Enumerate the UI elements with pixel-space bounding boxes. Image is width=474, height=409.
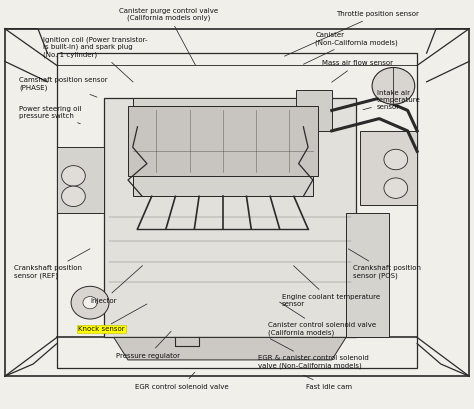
- Polygon shape: [296, 90, 332, 131]
- Text: Mass air flow sensor: Mass air flow sensor: [322, 61, 393, 82]
- Polygon shape: [128, 106, 318, 176]
- Text: Crankshaft position
sensor (POS): Crankshaft position sensor (POS): [348, 249, 421, 279]
- Polygon shape: [57, 147, 104, 213]
- Polygon shape: [104, 98, 356, 337]
- Text: Canister purge control valve
(California models only): Canister purge control valve (California…: [118, 7, 218, 65]
- Polygon shape: [346, 213, 389, 337]
- Polygon shape: [360, 131, 417, 204]
- Circle shape: [83, 297, 97, 309]
- Text: Knock sensor: Knock sensor: [78, 304, 147, 332]
- Text: Camshaft position sensor
(PHASE): Camshaft position sensor (PHASE): [19, 77, 108, 97]
- Text: EGR & canister control solenoid
valve (Non-California models): EGR & canister control solenoid valve (N…: [258, 339, 369, 369]
- Polygon shape: [5, 29, 469, 376]
- Text: Ignition coil (Power transistor-
is built-in) and spark plug
(No. 1 cylinder): Ignition coil (Power transistor- is buil…: [43, 36, 147, 82]
- Text: Injector: Injector: [90, 266, 143, 303]
- Circle shape: [372, 67, 415, 104]
- Text: Engine coolant temperature
sensor: Engine coolant temperature sensor: [282, 266, 380, 307]
- Circle shape: [62, 166, 85, 186]
- Text: Fast idle cam: Fast idle cam: [303, 375, 352, 389]
- Polygon shape: [114, 337, 346, 360]
- Text: Power steering oil
pressure switch: Power steering oil pressure switch: [19, 106, 82, 124]
- Polygon shape: [133, 98, 313, 196]
- Circle shape: [71, 286, 109, 319]
- Text: Crankshaft position
sensor (REF): Crankshaft position sensor (REF): [14, 249, 90, 279]
- Text: Pressure regulator: Pressure regulator: [116, 331, 180, 359]
- Text: EGR control solenoid valve: EGR control solenoid valve: [135, 372, 229, 389]
- Circle shape: [384, 149, 408, 170]
- Circle shape: [384, 178, 408, 198]
- Circle shape: [62, 186, 85, 207]
- Text: Canister
(Non-California models): Canister (Non-California models): [303, 32, 398, 64]
- Text: Throttle position sensor: Throttle position sensor: [284, 11, 419, 56]
- Text: Canister control solenoid valve
(California models): Canister control solenoid valve (Califor…: [268, 302, 376, 336]
- Text: Intake air
temperature
sensor: Intake air temperature sensor: [363, 90, 420, 110]
